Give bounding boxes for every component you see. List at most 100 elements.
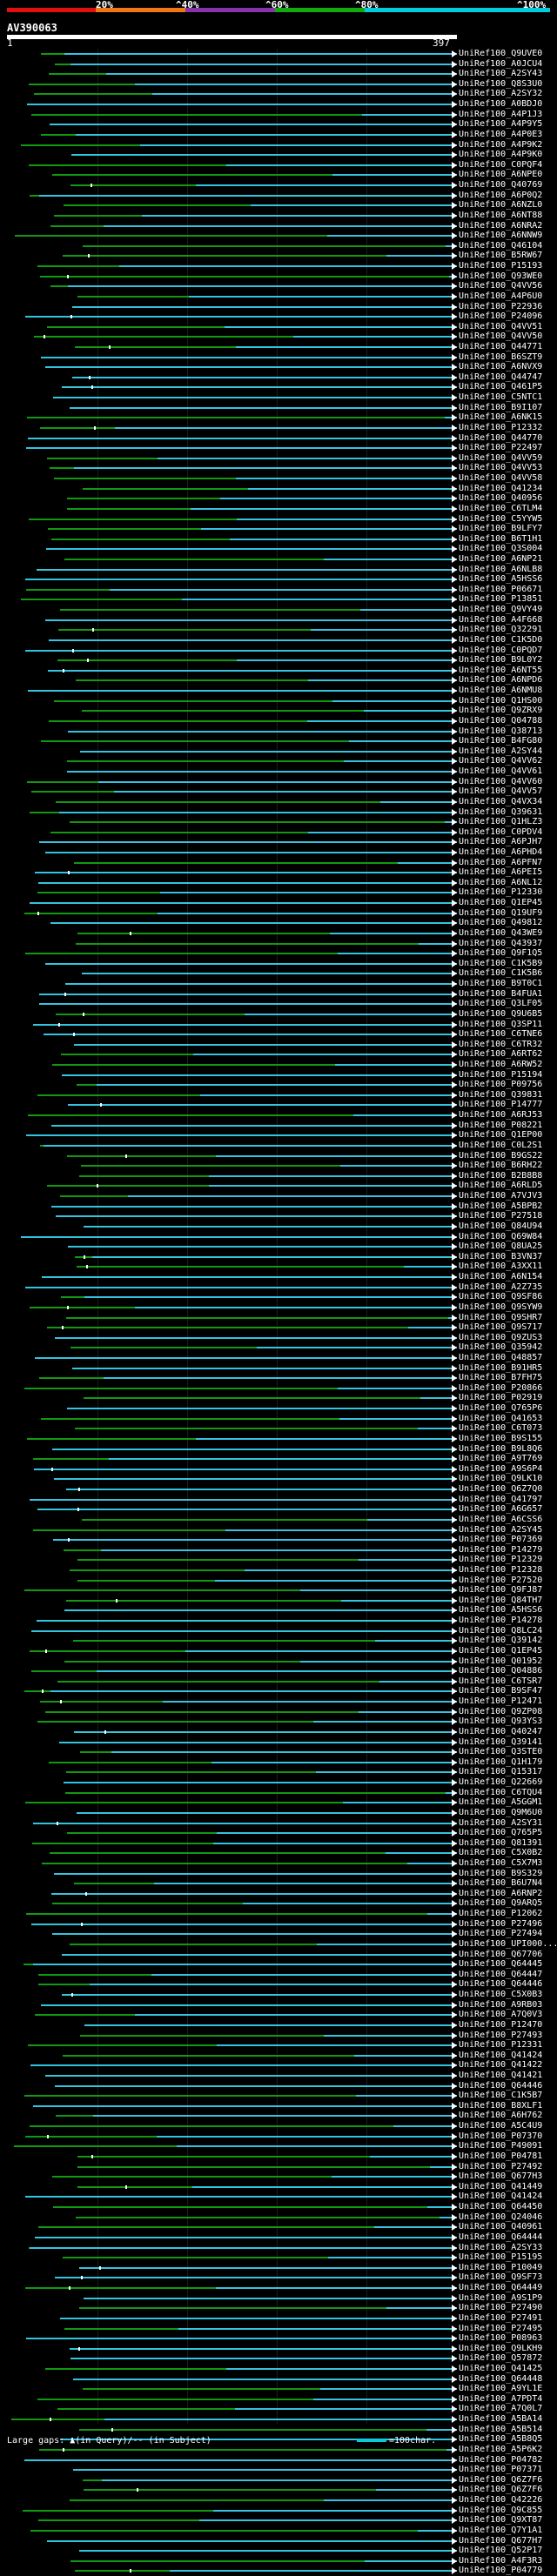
hit-name-link[interactable]: UniRef100_Q40956	[459, 493, 543, 504]
hit-row[interactable]: UniRef100_P27494	[0, 1929, 557, 1939]
hit-name-link[interactable]: UniRef100_B8XLF1	[459, 2100, 543, 2111]
hit-row[interactable]: UniRef100_B4FG80	[0, 736, 557, 746]
hit-row[interactable]: UniRef100_Q64449	[0, 2283, 557, 2293]
hit-name-link[interactable]: UniRef100_Q9S717	[459, 1322, 543, 1333]
hit-name-link[interactable]: UniRef100_P04779	[459, 2566, 543, 2576]
hit-name-link[interactable]: UniRef100_C0PDV4	[459, 826, 543, 837]
hit-row[interactable]: UniRef100_A9S6P4	[0, 1464, 557, 1475]
hit-name-link[interactable]: UniRef100_B9L0Y2	[459, 655, 543, 666]
hit-row[interactable]: UniRef100_A6H762	[0, 2111, 557, 2121]
hit-row[interactable]: UniRef100_P06671	[0, 585, 557, 595]
hit-name-link[interactable]: UniRef100_P07369	[459, 1535, 543, 1545]
hit-name-link[interactable]: UniRef100_Q41424	[459, 2050, 543, 2060]
hit-name-link[interactable]: UniRef100_B2B8B8	[459, 1170, 543, 1181]
hit-name-link[interactable]: UniRef100_Q39831	[459, 1089, 543, 1100]
hit-row[interactable]: UniRef100_Q3S004	[0, 544, 557, 554]
hit-row[interactable]: UniRef100_Q41422	[0, 2060, 557, 2071]
hit-row[interactable]: UniRef100_P15193	[0, 261, 557, 271]
hit-row[interactable]: UniRef100_A6NT88	[0, 211, 557, 221]
hit-name-link[interactable]: UniRef100_P13851	[459, 594, 543, 605]
hit-row[interactable]: UniRef100_A5B8Q5	[0, 2434, 557, 2445]
hit-row[interactable]: UniRef100_A4P9Y5	[0, 119, 557, 130]
hit-name-link[interactable]: UniRef100_Q9SF86	[459, 1292, 543, 1302]
hit-row[interactable]: UniRef100_Q4VX34	[0, 797, 557, 807]
hit-name-link[interactable]: UniRef100_C1K5B6	[459, 968, 543, 979]
hit-name-link[interactable]: UniRef100_Q44771	[459, 341, 543, 351]
hit-row[interactable]: UniRef100_Q8S3U0	[0, 79, 557, 90]
hit-row[interactable]: UniRef100_A6NK15	[0, 412, 557, 423]
hit-name-link[interactable]: UniRef100_A2SY45	[459, 1524, 543, 1535]
hit-name-link[interactable]: UniRef100_Q44770	[459, 432, 543, 443]
hit-name-link[interactable]: UniRef100_B9S329	[459, 1868, 543, 1878]
hit-row[interactable]: UniRef100_C0PQD7	[0, 646, 557, 656]
hit-name-link[interactable]: UniRef100_Q9ZRX9	[459, 706, 543, 716]
hit-row[interactable]: UniRef100_Q41234	[0, 484, 557, 494]
hit-name-link[interactable]: UniRef100_A5BA14	[459, 2414, 543, 2425]
hit-name-link[interactable]: UniRef100_Q1EP45	[459, 898, 543, 908]
hit-name-link[interactable]: UniRef100_Q9ZUS3	[459, 1332, 543, 1342]
hit-name-link[interactable]: UniRef100_C0L2S1	[459, 1140, 543, 1150]
hit-name-link[interactable]: UniRef100_A7Q0L7	[459, 2404, 543, 2414]
hit-row[interactable]: UniRef100_A6NRA2	[0, 221, 557, 231]
hit-name-link[interactable]: UniRef100_A4P9K0	[459, 150, 543, 160]
hit-row[interactable]: UniRef100_Q1EP45	[0, 1646, 557, 1656]
hit-name-link[interactable]: UniRef100_Q24046	[459, 2211, 543, 2222]
hit-row[interactable]: UniRef100_A6NL12	[0, 878, 557, 888]
hit-row[interactable]: UniRef100_Q44747	[0, 372, 557, 383]
hit-name-link[interactable]: UniRef100_Q39631	[459, 806, 543, 817]
hit-row[interactable]: UniRef100_Q8LC24	[0, 1626, 557, 1636]
hit-row[interactable]: UniRef100_P12331	[0, 2040, 557, 2051]
hit-row[interactable]: UniRef100_Q4VV51	[0, 322, 557, 332]
hit-name-link[interactable]: UniRef100_Q67706	[459, 1949, 543, 1959]
hit-name-link[interactable]: UniRef100_C1K5D0	[459, 634, 543, 645]
hit-name-link[interactable]: UniRef100_P27492	[459, 2161, 543, 2171]
hit-name-link[interactable]: UniRef100_B7FH75	[459, 1373, 543, 1383]
hit-row[interactable]: UniRef100_B6RH22	[0, 1161, 557, 1171]
hit-name-link[interactable]: UniRef100_C6T073	[459, 1423, 543, 1434]
hit-row[interactable]: UniRef100_Q9SF86	[0, 1292, 557, 1302]
hit-row[interactable]: UniRef100_Q1HLZ3	[0, 817, 557, 827]
hit-row[interactable]: UniRef100_Q9SYW9	[0, 1302, 557, 1313]
hit-row[interactable]: UniRef100_Q15317	[0, 1767, 557, 1777]
hit-name-link[interactable]: UniRef100_P14278	[459, 1616, 543, 1626]
hit-name-link[interactable]: UniRef100_Q41797	[459, 1494, 543, 1504]
hit-name-link[interactable]: UniRef100_Q48857	[459, 1352, 543, 1362]
hit-row[interactable]: UniRef100_P07371	[0, 2465, 557, 2475]
hit-row[interactable]: UniRef100_C0L2S1	[0, 1141, 557, 1151]
hit-name-link[interactable]: UniRef100_Q41449	[459, 2181, 543, 2191]
hit-name-link[interactable]: UniRef100_B9LFY7	[459, 524, 543, 534]
hit-name-link[interactable]: UniRef100_Q64446	[459, 2080, 543, 2091]
hit-name-link[interactable]: UniRef100_A6NT55	[459, 665, 543, 675]
hit-name-link[interactable]: UniRef100_Q41653	[459, 1413, 543, 1423]
hit-name-link[interactable]: UniRef100_P27495	[459, 2323, 543, 2333]
hit-row[interactable]: UniRef100_A5BPB2	[0, 1201, 557, 1212]
hit-name-link[interactable]: UniRef100_Q69W84	[459, 1231, 543, 1241]
hit-row[interactable]: UniRef100_Q3SP11	[0, 1020, 557, 1030]
hit-row[interactable]: UniRef100_A6RW52	[0, 1060, 557, 1070]
hit-name-link[interactable]: UniRef100_A6PHD4	[459, 846, 543, 857]
hit-row[interactable]: UniRef100_P27490	[0, 2303, 557, 2313]
hit-name-link[interactable]: UniRef100_C6TQU4	[459, 1787, 543, 1797]
hit-name-link[interactable]: UniRef100_P10049	[459, 2262, 543, 2272]
hit-row[interactable]: UniRef100_Q8UA25	[0, 1241, 557, 1252]
hit-name-link[interactable]: UniRef100_A4P9Y5	[459, 119, 543, 130]
hit-row[interactable]: UniRef100_A4P0E3	[0, 130, 557, 140]
hit-name-link[interactable]: UniRef100_Q64448	[459, 2373, 543, 2384]
hit-name-link[interactable]: UniRef100_Q44747	[459, 371, 543, 382]
hit-name-link[interactable]: UniRef100_P27520	[459, 1575, 543, 1585]
hit-row[interactable]: UniRef100_Q48857	[0, 1353, 557, 1363]
hit-name-link[interactable]: UniRef100_P27518	[459, 1211, 543, 1221]
hit-row[interactable]: UniRef100_Q4VV62	[0, 756, 557, 766]
hit-row[interactable]: UniRef100_Q64447	[0, 1970, 557, 1980]
hit-row[interactable]: UniRef100_B4FUA1	[0, 989, 557, 1000]
hit-row[interactable]: UniRef100_P09756	[0, 1080, 557, 1090]
hit-name-link[interactable]: UniRef100_C5X7M3	[459, 1857, 543, 1868]
hit-name-link[interactable]: UniRef100_Q43WE9	[459, 927, 543, 938]
hit-name-link[interactable]: UniRef100_Q64444	[459, 2231, 543, 2242]
hit-row[interactable]: UniRef100_Q32291	[0, 625, 557, 635]
hit-row[interactable]: UniRef100_Q40961	[0, 2222, 557, 2232]
hit-name-link[interactable]: UniRef100_Q22669	[459, 1777, 543, 1788]
hit-row[interactable]: UniRef100_Q41797	[0, 1495, 557, 1505]
hit-name-link[interactable]: UniRef100_B91HR5	[459, 1362, 543, 1373]
hit-name-link[interactable]: UniRef100_B6RH22	[459, 1161, 543, 1171]
